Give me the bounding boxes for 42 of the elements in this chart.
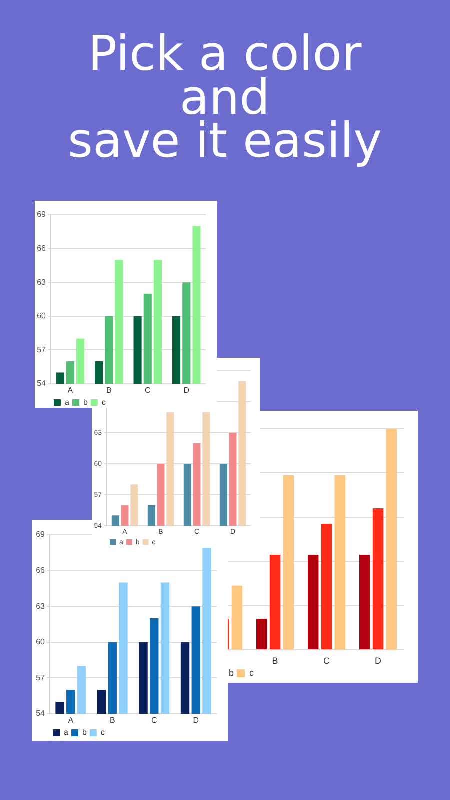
legend-label: c: [100, 728, 105, 738]
bar: [372, 508, 384, 650]
bar: [386, 429, 397, 650]
y-tick-label: 60: [36, 638, 46, 647]
y-tick-label: 63: [36, 602, 46, 611]
text: Pick a color and save it easily: [66, 26, 384, 169]
x-tick-label: C: [324, 656, 330, 666]
x-tick-label: A: [68, 386, 74, 396]
y-tick-label: 63: [37, 278, 47, 287]
text: b: [229, 668, 234, 678]
bar: [270, 554, 281, 650]
y-tick-label: 54: [37, 379, 47, 388]
y-tick-label: 66: [37, 244, 47, 254]
legend-label: a: [64, 728, 69, 738]
x-tick-label: C: [144, 386, 151, 396]
y-tick-label: 69: [36, 530, 46, 540]
bar: [360, 554, 370, 650]
y-tick-label: 57: [36, 673, 46, 682]
y-tick-label: 54: [36, 709, 46, 718]
bar: [256, 619, 268, 650]
legend-label: b: [83, 398, 88, 408]
x-tick-label: B: [272, 656, 278, 666]
legend-label: c: [250, 668, 255, 678]
bar: [321, 524, 332, 650]
y-tick-label: 69: [37, 210, 47, 220]
bar: [334, 475, 346, 650]
x-tick-label: B: [110, 716, 116, 726]
legend-label: b: [82, 728, 88, 738]
legend-label: a: [65, 398, 70, 408]
y-tick-label: 57: [37, 345, 47, 354]
bar: [283, 475, 294, 650]
x-tick-label: D: [184, 386, 190, 396]
x-tick-label: D: [375, 656, 382, 666]
bar: [308, 554, 319, 650]
x-tick-label: D: [193, 716, 200, 726]
x-tick-label: A: [68, 716, 74, 726]
y-tick-label: 60: [37, 312, 47, 321]
y-tick-label: 66: [36, 566, 46, 576]
legend-label: c: [102, 398, 106, 408]
x-tick-label: B: [106, 386, 112, 396]
bar: [232, 586, 242, 650]
x-tick-label: C: [151, 716, 158, 726]
